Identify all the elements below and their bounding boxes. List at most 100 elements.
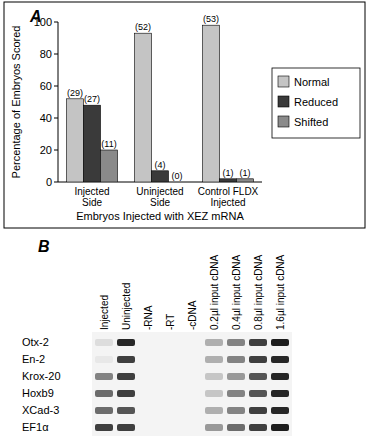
lane-label: Injected [99,295,110,330]
legend-swatch [278,96,289,107]
band [227,339,245,346]
band [183,339,201,346]
band [183,407,201,414]
bar [152,171,169,182]
bar [135,33,152,182]
band [183,373,201,380]
y-tick [54,118,58,119]
legend-swatch [278,76,289,87]
count-label: (1) [223,168,234,178]
band [95,339,113,346]
y-axis [58,22,59,182]
bar [220,179,237,182]
bar [203,25,220,182]
y-tick-label: 60 [40,80,52,92]
legend-frame [272,68,360,138]
band [139,339,157,346]
bar [101,150,118,182]
band [271,373,289,380]
band [271,424,289,431]
y-tick [54,54,58,55]
band [139,424,157,431]
count-label: (0) [172,171,183,181]
band [227,373,245,380]
band [139,356,157,363]
gel-background [92,332,292,436]
x-axis-label: Embryos Injected with XEZ mRNA [76,210,244,222]
band [227,424,245,431]
band [183,390,201,397]
legend-label: Normal [294,76,329,88]
band [227,390,245,397]
panel-title: B [38,238,50,255]
x-tick-label: UninjectedSide [136,186,183,208]
lane-label: 1.6µl input cDNA [275,254,286,330]
lane-label: Uninjected [121,283,132,330]
legend-label: Shifted [294,116,328,128]
band [249,339,267,346]
band [117,373,135,380]
band [139,390,157,397]
band [249,407,267,414]
bar [67,99,84,182]
y-tick-label: 40 [40,112,52,124]
lane-label: 0.2µl input cDNA [209,254,220,330]
y-tick-label: 80 [40,48,52,60]
band [117,339,135,346]
band [249,390,267,397]
lane-label: 0.4µl input cDNA [231,254,242,330]
band [249,356,267,363]
band [205,373,223,380]
y-tick [54,150,58,151]
count-label: (29) [67,88,83,98]
band [117,407,135,414]
band [271,407,289,414]
band [249,424,267,431]
gene-label: EF1α [22,421,49,433]
bars [67,25,254,182]
gene-label: Krox-20 [22,370,61,382]
panel-frame [4,2,365,228]
band [183,356,201,363]
band [249,373,267,380]
y-tick-label: 0 [46,176,52,188]
lane-label: -cDNA [187,300,198,330]
count-label: (52) [135,22,151,32]
band [205,339,223,346]
count-label: (4) [155,160,166,170]
band [227,356,245,363]
y-tick [54,86,58,87]
count-label: (27) [84,94,100,104]
band [95,373,113,380]
gene-label: Hoxb9 [22,387,54,399]
band [95,356,113,363]
y-tick [54,182,58,183]
bar [84,105,101,182]
band [139,407,157,414]
gene-label: Otx-2 [22,336,49,348]
band [95,407,113,414]
y-tick-label: 100 [34,16,52,28]
band [271,390,289,397]
band [205,407,223,414]
y-axis-label: Percentage of Embryos Scored [10,26,22,179]
band [205,390,223,397]
y-tick [54,22,58,23]
band [117,356,135,363]
bar [169,182,186,183]
band [117,390,135,397]
band [205,356,223,363]
band [161,339,179,346]
band [161,390,179,397]
figure: A020406080100Percentage of Embryos Score… [0,0,369,437]
band [205,424,223,431]
band [271,356,289,363]
lane-label: -RT [165,314,176,330]
band [117,424,135,431]
lane-label: -RNA [143,305,154,330]
x-tick-label: InjectedSide [74,186,109,208]
gene-label: XCad-3 [22,404,59,416]
legend-label: Reduced [294,96,338,108]
band [183,424,201,431]
lane-label: 0.8µl input cDNA [253,254,264,330]
